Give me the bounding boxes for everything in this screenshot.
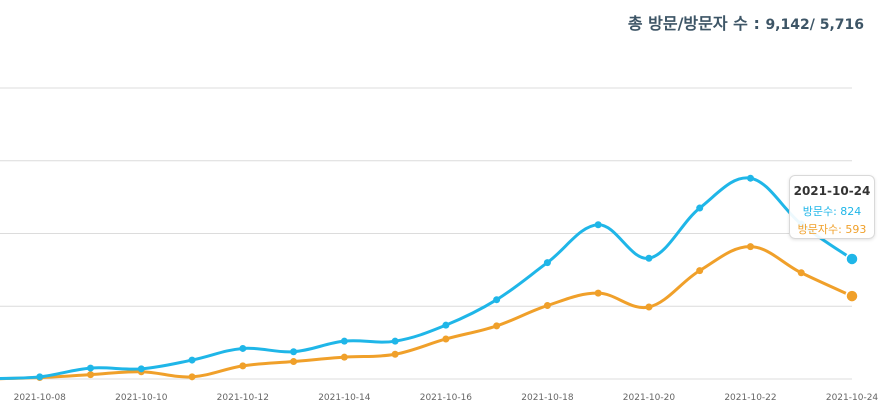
data-point xyxy=(290,348,298,356)
data-point xyxy=(696,204,704,212)
data-point xyxy=(797,269,805,277)
data-point xyxy=(391,350,399,358)
grid-lines xyxy=(0,87,852,380)
data-point xyxy=(188,373,196,381)
data-point xyxy=(746,174,754,182)
x-tick-label: 2021-10-10 xyxy=(115,393,168,403)
summary-label: 총 방문/방문자 수 : xyxy=(627,14,760,33)
data-point xyxy=(391,337,399,345)
tooltip-visits: 방문수: 824 xyxy=(802,205,862,218)
x-tick-label: 2021-10-24 xyxy=(826,393,878,403)
x-tick-label: 2021-10-14 xyxy=(318,393,371,403)
data-point xyxy=(239,362,247,370)
data-point xyxy=(543,259,551,267)
series-lines xyxy=(0,174,859,382)
data-point xyxy=(188,356,196,364)
chart-tooltip: 2021-10-24 방문수: 824 방문자수: 593 xyxy=(789,175,875,239)
total-visits-summary: 총 방문/방문자 수 : 9,142/ 5,716 xyxy=(628,10,864,34)
data-point xyxy=(340,353,348,361)
series-line xyxy=(0,176,854,380)
x-tick-label: 2021-10-20 xyxy=(623,393,676,403)
series-line xyxy=(0,245,854,381)
x-tick-label: 2021-10-12 xyxy=(217,393,269,403)
data-point xyxy=(594,221,602,229)
data-point xyxy=(87,364,95,372)
data-point xyxy=(543,302,551,310)
data-point xyxy=(239,344,247,352)
x-tick-label: 2021-10-22 xyxy=(724,393,776,403)
data-point xyxy=(290,358,298,366)
data-point xyxy=(493,322,501,330)
data-point xyxy=(137,365,145,373)
summary-value: 9,142/ 5,716 xyxy=(765,17,864,33)
tooltip-visitors: 방문자수: 593 xyxy=(797,223,867,236)
x-tick-label: 2021-10-08 xyxy=(14,393,67,403)
x-tick-label: 2021-10-16 xyxy=(420,393,473,403)
x-axis-ticks: 2021-10-08 2021-10-10 2021-10-12 2021-10-14… xyxy=(14,393,878,403)
data-point xyxy=(493,296,501,304)
data-point xyxy=(746,243,754,251)
data-point xyxy=(442,321,450,329)
data-point xyxy=(845,252,859,266)
tooltip-date: 2021-10-24 xyxy=(793,184,871,198)
data-point xyxy=(87,371,95,379)
x-tick-label: 2021-10-18 xyxy=(521,393,574,403)
data-point xyxy=(845,289,859,303)
data-point xyxy=(594,289,602,297)
data-point xyxy=(645,254,653,262)
data-point xyxy=(645,303,653,311)
data-point xyxy=(340,337,348,345)
data-point xyxy=(442,335,450,343)
data-point xyxy=(36,373,44,381)
data-point xyxy=(696,267,704,275)
